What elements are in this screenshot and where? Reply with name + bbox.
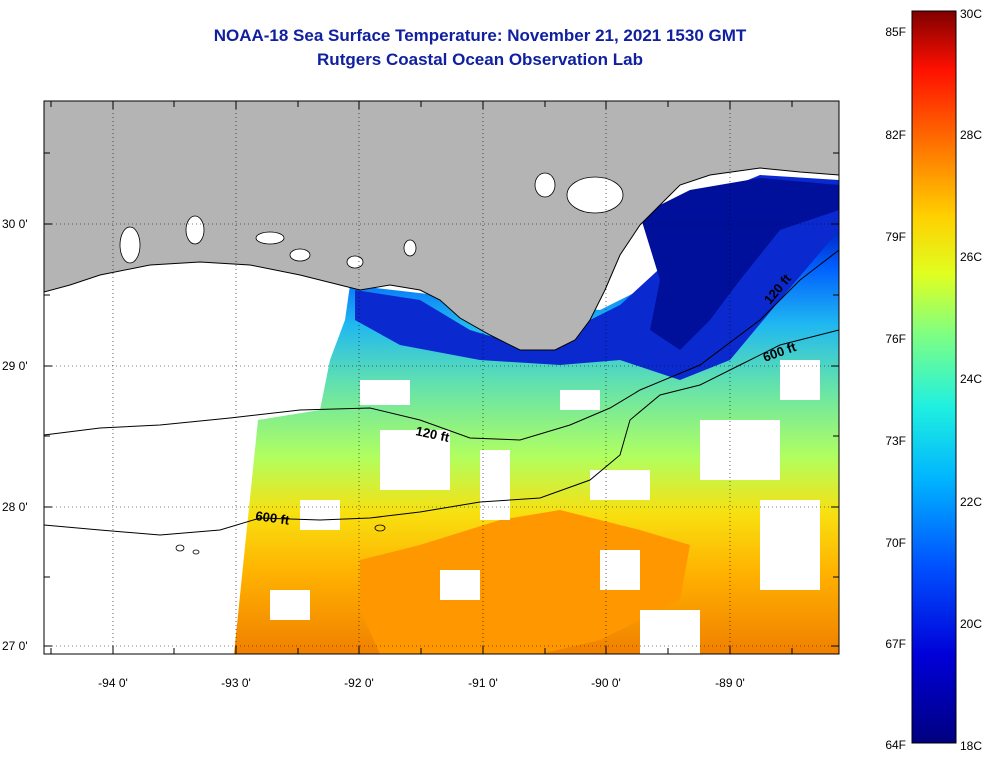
colorbar-f-label: 67F [885,637,906,651]
deep-cold-water [640,178,839,350]
colorbar-c-label: 20C [960,617,982,631]
colorbar-c-label: 28C [960,128,982,142]
axis-ticks [44,101,839,654]
colorbar-c-label: 26C [960,250,982,264]
inland-lakes [119,172,624,269]
map-title: NOAA-18 Sea Surface Temperature: Novembe… [213,26,747,45]
contour-120ft-west [44,249,839,441]
contour-label-600ft-offshore: 600 ft [255,508,291,528]
colorbar-f-label: 79F [885,230,906,244]
colorbar-fahrenheit-labels: 85F 82F 79F 76F 73F 70F 67F 64F [885,25,906,752]
lon-label: -92 0' [344,676,374,690]
lon-label: -91 0' [468,676,498,690]
colorbar [911,10,957,744]
contour-600ft-west [44,329,839,536]
latitude-labels: 30 0' 29 0' 28 0' 27 0' [2,217,28,653]
colorbar-f-label: 82F [885,128,906,142]
colorbar-c-label: 30C [960,7,982,21]
land-mass [44,101,839,351]
lat-label: 30 0' [2,217,28,231]
colorbar-f-label: 64F [885,738,906,752]
lon-label: -89 0' [715,676,745,690]
cloud-mask [270,360,820,654]
plot-frame [43,100,840,655]
lon-label: -90 0' [591,676,621,690]
colorbar-c-label: 18C [960,739,982,753]
contour-label-120ft-offshore: 120 ft [414,423,451,445]
colorbar-c-label: 24C [960,372,982,386]
lon-label: -94 0' [98,676,128,690]
lon-label: -93 0' [221,676,251,690]
map-subtitle: Rutgers Coastal Ocean Observation Lab [317,50,643,69]
colorbar-celsius-labels: 30C 28C 26C 24C 22C 20C 18C [960,7,982,753]
islands [175,524,386,555]
colorbar-f-label: 70F [885,536,906,550]
colorbar-f-label: 85F [885,25,906,39]
longitude-labels: -94 0' -93 0' -92 0' -91 0' -90 0' -89 0… [98,676,745,690]
colorbar-f-label: 73F [885,434,906,448]
colorbar-f-label: 76F [885,332,906,346]
lat-label: 28 0' [2,500,28,514]
colorbar-c-label: 22C [960,495,982,509]
lat-label: 27 0' [2,639,28,653]
graticule [44,101,839,654]
warm-water-patch [360,510,690,654]
lat-label: 29 0' [2,359,28,373]
bathymetry-contours [44,249,839,536]
